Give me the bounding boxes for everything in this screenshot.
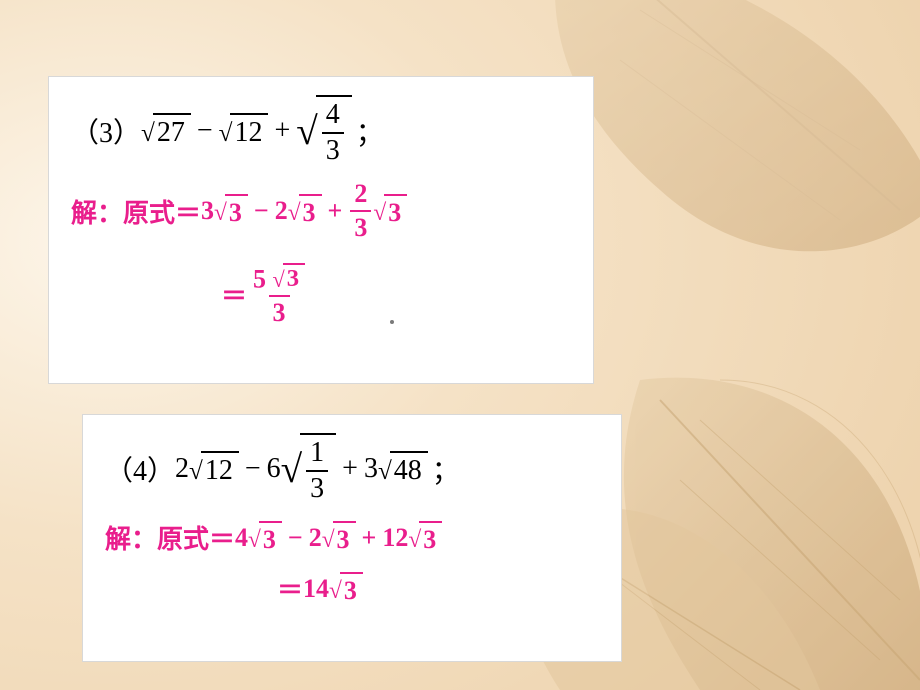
frac-1-3: 1 3 bbox=[306, 439, 328, 503]
frac-5root3-3: 5 √3 3 bbox=[249, 263, 309, 326]
problem-3-expression: （3） √27 − √12 + √ 4 3 ； bbox=[71, 95, 571, 167]
solution-prefix-4: 解： bbox=[105, 519, 157, 556]
sqrt-3f: √3 bbox=[322, 521, 356, 555]
center-dot bbox=[390, 320, 394, 324]
sqrt-3d: √3 bbox=[273, 263, 306, 292]
sqrt-48: √48 bbox=[378, 451, 428, 487]
sqrt-3e: √3 bbox=[248, 521, 282, 555]
math-box-3: （3） √27 − √12 + √ 4 3 ； 解： 原式＝ 3 √3 − 2 … bbox=[48, 76, 594, 384]
sqrt-frac-1-3: √ 1 3 bbox=[281, 433, 337, 505]
sqrt-12: √12 bbox=[219, 113, 269, 149]
solution-4-line1: 解： 原式＝ 4 √3 − 2 √3 + 12 √3 bbox=[105, 519, 599, 556]
sqrt-3b: √3 bbox=[288, 194, 322, 228]
sqrt-3a: √3 bbox=[214, 194, 248, 228]
math-box-4: （4） 2 √12 − 6 √ 1 3 + 3 √48 ； 解： 原式＝ 4 √… bbox=[82, 414, 622, 662]
solution-orig-4: 原式＝ bbox=[157, 519, 235, 556]
frac-4-3: 4 3 bbox=[322, 101, 344, 165]
plus-op: + bbox=[268, 115, 296, 147]
problem-3-punct: ； bbox=[356, 111, 384, 151]
solution-3-line1: 解： 原式＝ 3 √3 − 2 √3 + 2 3 √3 bbox=[71, 181, 571, 241]
solution-3-line2: ＝ 5 √3 3 bbox=[221, 263, 571, 326]
problem-4-label: （4） bbox=[105, 449, 175, 489]
minus-op: − bbox=[191, 115, 219, 147]
sqrt-3g: √3 bbox=[408, 521, 442, 555]
sqrt-3c: √3 bbox=[373, 194, 407, 228]
sqrt-12b: √12 bbox=[189, 451, 239, 487]
solution-prefix: 解： bbox=[71, 193, 123, 230]
problem-4-expression: （4） 2 √12 − 6 √ 1 3 + 3 √48 ； bbox=[105, 433, 599, 505]
sqrt-27: √27 bbox=[141, 113, 191, 149]
solution-4-line2: ＝ 14 √3 bbox=[277, 570, 599, 607]
problem-4-punct: ； bbox=[432, 449, 460, 489]
sqrt-3h: √3 bbox=[329, 572, 363, 606]
solution-orig: 原式＝ bbox=[123, 193, 201, 230]
problem-3-label: （3） bbox=[71, 111, 141, 151]
frac-2-3: 2 3 bbox=[350, 181, 371, 241]
sqrt-frac-4-3: √ 4 3 bbox=[296, 95, 352, 167]
